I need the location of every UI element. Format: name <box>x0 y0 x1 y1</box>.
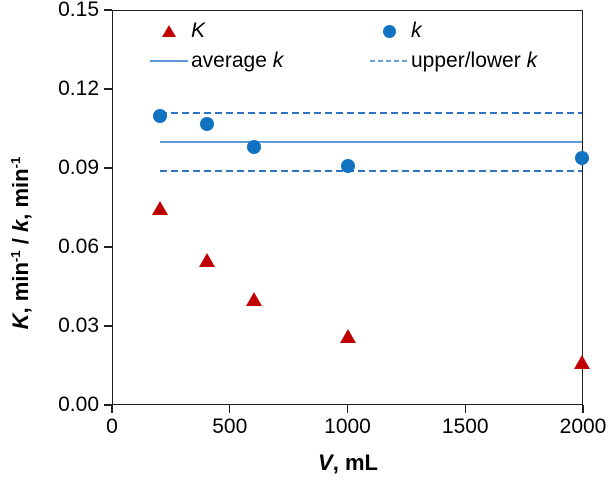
legend-swatch-triangle <box>150 25 188 37</box>
plot-area <box>112 10 590 405</box>
legend-label: k <box>411 19 422 42</box>
title-segment: -1 <box>7 156 23 169</box>
y-tick <box>104 246 112 248</box>
legend-swatch-circle <box>370 24 408 38</box>
x-tick-label: 2000 <box>559 415 607 438</box>
x-tick <box>229 405 231 413</box>
x-axis-title: V, mL <box>288 450 408 476</box>
x-tick-label: 1000 <box>324 415 371 438</box>
x-tick <box>464 405 466 413</box>
title-segment: k <box>8 219 34 233</box>
y-tick <box>104 9 112 11</box>
legend-entry-k: k <box>370 18 537 44</box>
legend-entry-upper-lower-k: upper/lower k <box>370 48 537 74</box>
title-segment: , min <box>8 262 34 314</box>
triangle-marker-icon <box>198 252 215 267</box>
y-tick <box>104 88 112 90</box>
circle-marker-icon <box>246 140 261 155</box>
title-segment: / <box>8 232 34 251</box>
legend-label: upper/lower k <box>411 49 538 72</box>
title-segment: , min <box>8 168 34 220</box>
y-tick-label: 0.06 <box>58 235 99 258</box>
data-point-k-600 <box>246 140 261 155</box>
x-tick-label: 1500 <box>441 415 489 438</box>
y-tick-label: 0.00 <box>58 393 99 416</box>
y-tick-label: 0.09 <box>58 156 99 179</box>
circle-marker-icon <box>575 150 589 165</box>
legend-label: K <box>191 19 206 42</box>
title-segment: K <box>8 313 34 330</box>
triangle-marker-icon <box>245 292 262 307</box>
data-point-k-400 <box>199 116 214 131</box>
triangle-marker-icon <box>574 355 590 370</box>
title-segment: V <box>318 450 333 475</box>
data-point-K-2000 <box>574 355 590 370</box>
legend-entry-average-k: average k <box>150 48 370 74</box>
triangle-marker-icon <box>151 200 168 215</box>
x-tick <box>346 405 349 413</box>
data-point-k-1000 <box>340 158 355 173</box>
y-tick-label: 0.03 <box>58 314 99 337</box>
x-tick-label: 0 <box>106 415 118 438</box>
circle-marker-icon <box>152 108 167 123</box>
x-tick-label: 500 <box>212 415 248 438</box>
title-segment: , mL <box>332 450 378 475</box>
dashed-line-icon <box>370 59 408 63</box>
legend-swatch-line <box>150 59 188 63</box>
data-point-K-1000 <box>339 328 356 343</box>
data-point-K-200 <box>151 200 168 215</box>
reference-line-average-k <box>159 140 582 144</box>
circle-marker-icon <box>340 158 355 173</box>
circle-marker-icon <box>199 116 214 131</box>
y-tick-label: 0.12 <box>58 77 99 100</box>
circle-marker-icon <box>382 24 396 38</box>
reference-line-upper-k <box>159 111 582 115</box>
reference-line-lower-k <box>159 169 582 173</box>
legend-label: average k <box>191 49 284 72</box>
y-tick-label: 0.15 <box>58 0 99 21</box>
legend-entry-k: K <box>150 18 370 44</box>
triangle-marker-icon <box>162 25 176 37</box>
y-tick <box>104 167 112 169</box>
y-tick <box>104 404 112 406</box>
data-point-k-2000 <box>575 150 589 165</box>
triangle-marker-icon <box>339 328 356 343</box>
legend-swatch-line <box>370 59 408 63</box>
x-tick <box>111 405 113 413</box>
data-point-K-400 <box>198 252 215 267</box>
data-point-k-200 <box>152 108 167 123</box>
solid-line-icon <box>150 59 188 63</box>
y-tick <box>104 325 112 327</box>
title-segment: -1 <box>7 250 23 263</box>
data-point-K-600 <box>245 292 262 307</box>
y-axis-title: K, min-1 / k, min-1 <box>8 157 34 330</box>
x-tick <box>582 405 584 413</box>
